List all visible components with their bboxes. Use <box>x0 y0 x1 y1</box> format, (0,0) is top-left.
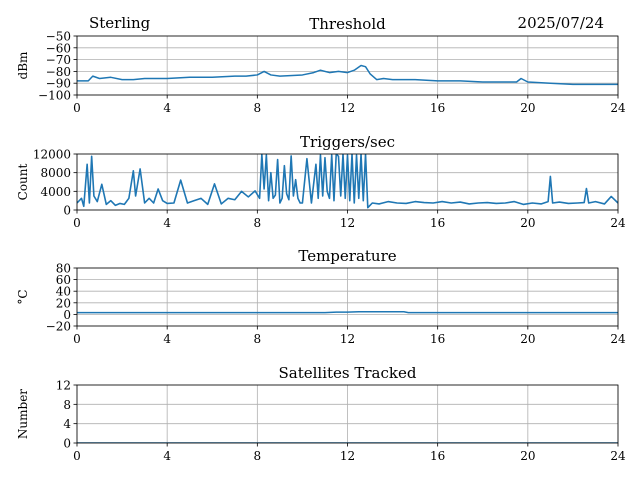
triggers-title: Triggers/sec <box>300 133 395 151</box>
threshold-y-tick-label-5: −50 <box>46 30 71 44</box>
satellites-y-tick-label-2: 8 <box>63 398 71 412</box>
threshold-x-tick-label-1: 4 <box>163 101 171 115</box>
date-label: 2025/07/24 <box>518 14 604 32</box>
temperature-x-tick-label-4: 16 <box>430 332 445 346</box>
triggers-x-tick-label-1: 4 <box>163 216 171 230</box>
temperature-x-tick-label-1: 4 <box>163 332 171 346</box>
triggers-x-tick-label-6: 24 <box>610 216 626 230</box>
threshold-x-tick-label-0: 0 <box>73 101 81 115</box>
temperature-y-tick-label-5: 80 <box>56 262 71 276</box>
threshold-y-tick-label-3: −70 <box>46 53 71 67</box>
threshold-panel: 0 4 8 12 16 20 24 −100−90−80−70−60−50 Threshold d… <box>16 15 626 115</box>
triggers-x-tick-label-3: 12 <box>340 216 355 230</box>
threshold-title: Threshold <box>309 15 386 33</box>
satellites-y-tick-label-0: 0 <box>63 437 71 451</box>
triggers-x-tick-label-0: 0 <box>73 216 81 230</box>
temperature-y-tick-label-4: 60 <box>56 273 71 287</box>
temperature-y-tick-label-2: 20 <box>56 296 71 310</box>
temperature-title: Temperature <box>298 247 396 265</box>
satellites-y-axis-label: Number <box>16 389 30 439</box>
temperature-y-tick-label-1: 0 <box>63 308 71 322</box>
threshold-x-tick-label-4: 16 <box>430 101 445 115</box>
threshold-x-tick-label-2: 8 <box>254 101 262 115</box>
satellites-title: Satellites Tracked <box>279 364 417 382</box>
temperature-y-axis-label: °C <box>16 289 30 304</box>
station-label: Sterling <box>89 14 151 32</box>
satellites-x-tick-label-6: 24 <box>610 449 626 463</box>
triggers-y-tick-label-1: 4000 <box>40 185 71 199</box>
threshold-x-tick-label-5: 20 <box>520 101 535 115</box>
temperature-x-tick-label-3: 12 <box>340 332 355 346</box>
threshold-y-tick-label-0: −100 <box>38 89 71 103</box>
satellites-x-tick-label-1: 4 <box>163 449 171 463</box>
temperature-x-tick-label-6: 24 <box>610 332 626 346</box>
temperature-series-line-0 <box>77 311 618 314</box>
triggers-x-tick-label-5: 20 <box>520 216 535 230</box>
triggers-y-tick-label-0: 0 <box>63 204 71 218</box>
threshold-x-tick-label-6: 24 <box>610 101 626 115</box>
triggers-x-tick-label-2: 8 <box>254 216 262 230</box>
satellites-y-tick-label-1: 4 <box>63 417 71 431</box>
triggers-y-tick-label-3: 12000 <box>33 148 71 162</box>
satellites-x-tick-label-4: 16 <box>430 449 445 463</box>
threshold-y-tick-label-4: −60 <box>46 41 71 55</box>
triggers-y-tick-label-2: 8000 <box>40 166 71 180</box>
satellites-panel: 0 4 8 12 16 20 24 0 4 8 12 Satellites Tracked Number <box>16 364 626 463</box>
temperature-x-tick-label-5: 20 <box>520 332 535 346</box>
triggers-x-tick-label-4: 16 <box>430 216 445 230</box>
satellites-x-tick-label-3: 12 <box>340 449 355 463</box>
threshold-y-tick-label-1: −90 <box>46 77 71 91</box>
satellites-x-tick-label-5: 20 <box>520 449 535 463</box>
temperature-y-tick-label-3: 40 <box>56 285 71 299</box>
temperature-x-tick-label-0: 0 <box>73 332 81 346</box>
temperature-x-tick-label-2: 8 <box>254 332 262 346</box>
triggers-y-axis-label: Count <box>16 163 30 200</box>
threshold-y-tick-label-2: −80 <box>46 65 71 79</box>
triggers-series-line-0 <box>77 154 618 209</box>
temperature-y-tick-label-0: −20 <box>46 320 71 334</box>
threshold-x-tick-label-3: 12 <box>340 101 355 115</box>
satellites-x-tick-label-2: 8 <box>254 449 262 463</box>
triggers-panel: 0 4 8 12 16 20 24 0 4000 8000 12000 Triggers/sec Cou… <box>16 133 626 230</box>
threshold-series-line-0 <box>77 64 618 86</box>
satellites-y-tick-label-3: 12 <box>56 379 71 393</box>
satellites-x-tick-label-0: 0 <box>73 449 81 463</box>
threshold-y-axis-label: dBm <box>16 51 30 80</box>
